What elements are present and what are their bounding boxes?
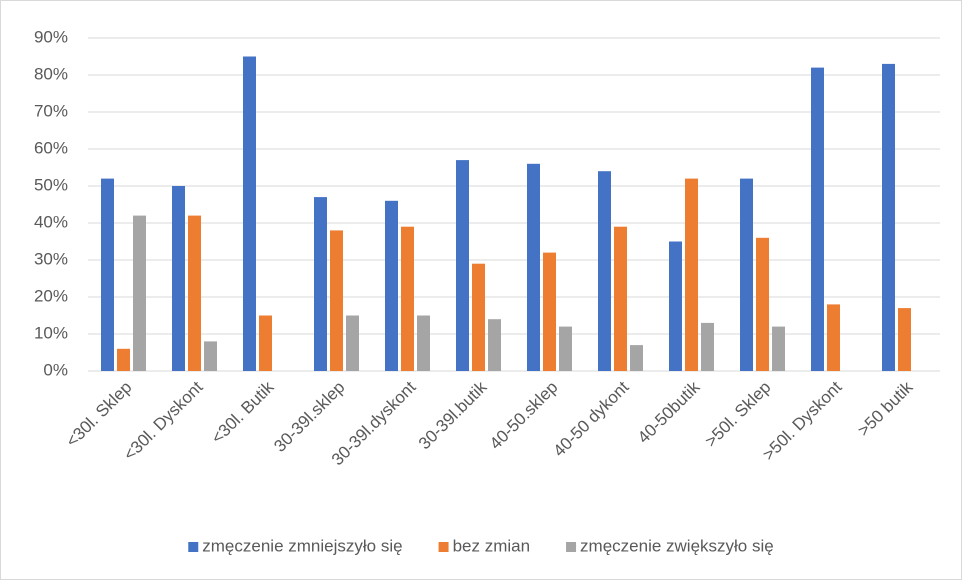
bar (314, 197, 327, 371)
y-tick-label: 90% (34, 27, 68, 46)
bar (133, 215, 146, 371)
bar (101, 178, 114, 371)
bar (669, 241, 682, 371)
bar (330, 230, 343, 371)
legend-label: bez zmian (453, 536, 530, 555)
y-tick-label: 40% (34, 212, 68, 231)
bar (472, 263, 485, 371)
bar (701, 322, 714, 371)
y-tick-label: 20% (34, 286, 68, 305)
bar (898, 308, 911, 371)
bar (685, 178, 698, 371)
y-tick-label: 0% (43, 360, 68, 379)
legend-swatch (438, 542, 449, 552)
y-tick-label: 70% (34, 101, 68, 120)
bar (385, 200, 398, 371)
y-tick-label: 30% (34, 249, 68, 268)
bar (188, 215, 201, 371)
bar (827, 304, 840, 371)
legend-swatch (188, 542, 199, 552)
bar (259, 315, 272, 371)
bar (456, 160, 469, 371)
bar (417, 315, 430, 371)
y-tick-label: 10% (34, 323, 68, 342)
legend-swatch (566, 542, 577, 552)
bar (488, 319, 501, 371)
bar (527, 163, 540, 371)
bar (740, 178, 753, 371)
bar (243, 56, 256, 371)
bar (543, 252, 556, 371)
bar (117, 348, 130, 371)
legend-label: zmęczenie zwiększyło się (580, 536, 774, 555)
bar (559, 326, 572, 371)
bar (172, 186, 185, 371)
bar (598, 171, 611, 371)
bar (614, 226, 627, 371)
legend-label: zmęczenie zmniejszyło się (202, 536, 402, 555)
bar (346, 315, 359, 371)
y-tick-label: 50% (34, 175, 68, 194)
bar (401, 226, 414, 371)
y-tick-label: 60% (34, 138, 68, 157)
bar (772, 326, 785, 371)
bar (630, 345, 643, 371)
y-tick-label: 80% (34, 64, 68, 83)
bar (811, 67, 824, 371)
bar (204, 341, 217, 371)
bar (882, 63, 895, 372)
bar (756, 237, 769, 371)
